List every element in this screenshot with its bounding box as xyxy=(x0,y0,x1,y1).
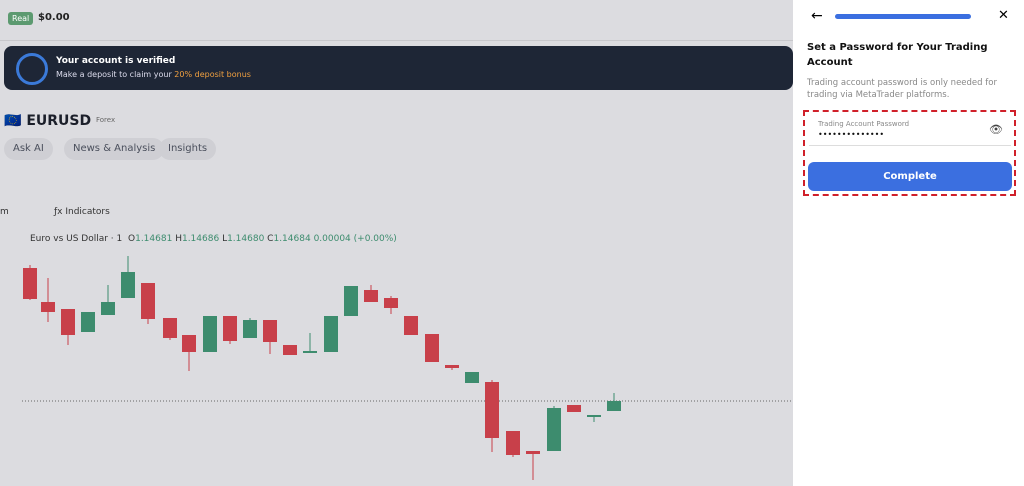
legend-value: 1.14684 xyxy=(273,234,311,244)
chart-legend: Euro vs US Dollar · 1 O1.14681 H1.14686 … xyxy=(30,234,397,244)
toggle-visibility[interactable]: 👁 xyxy=(989,123,1003,136)
progress-ring xyxy=(16,53,48,85)
highlight-box xyxy=(803,110,1016,196)
legend-key: O xyxy=(128,234,136,244)
password-field[interactable]: Trading Account Password •••••••••••••• … xyxy=(809,117,1011,146)
symbol: EURUSD xyxy=(26,113,92,129)
candle xyxy=(547,408,561,451)
tab[interactable]: News & Analysis xyxy=(64,138,165,160)
legend-key: H xyxy=(175,234,182,244)
field-value[interactable]: •••••••••••••• xyxy=(818,130,885,139)
candle xyxy=(485,382,499,438)
legend-value: 1.14680 xyxy=(227,234,265,244)
candle xyxy=(223,316,237,341)
indicators[interactable]: Indicators xyxy=(65,207,110,217)
candle xyxy=(243,320,257,338)
candle xyxy=(587,415,601,417)
candle xyxy=(506,431,520,455)
banner-text: Make a deposit to claim your xyxy=(56,70,172,79)
complete-button[interactable]: Complete xyxy=(808,162,1012,191)
banner-text: Make a deposit to claim your 20% deposit… xyxy=(56,70,251,79)
candle xyxy=(445,365,459,368)
back-button[interactable]: ← xyxy=(811,8,823,24)
candle xyxy=(526,451,540,454)
candle xyxy=(101,302,115,315)
legend-value: 1.14681 xyxy=(135,234,173,244)
candle xyxy=(61,309,75,335)
balance[interactable]: $0.00 xyxy=(38,12,70,23)
candle xyxy=(404,316,418,335)
candle xyxy=(41,302,55,312)
indicators[interactable]: ƒx Indicators xyxy=(54,207,110,217)
candle xyxy=(344,286,358,316)
candle xyxy=(607,401,621,411)
candle xyxy=(23,268,37,299)
close-button[interactable]: ✕ xyxy=(998,8,1009,23)
candle xyxy=(303,351,317,353)
account-badge[interactable]: Real xyxy=(8,12,34,25)
panel-title: Set a Password for Your Trading Account xyxy=(807,42,988,68)
candle xyxy=(425,334,439,362)
symbol: 🇪🇺 EURUSD xyxy=(4,113,92,129)
bonus-link[interactable]: 20% deposit bonus xyxy=(174,70,251,79)
tab[interactable]: Ask AI xyxy=(4,138,53,160)
candle xyxy=(567,405,581,412)
candle xyxy=(81,312,95,332)
legend-value: 1.14686 xyxy=(181,234,220,244)
candle xyxy=(203,316,217,352)
legend-change: 0.00004 (+0.00%) xyxy=(313,234,397,244)
candle xyxy=(263,320,277,342)
legend-key: C xyxy=(267,234,274,244)
panel-description: Trading account password is only needed … xyxy=(807,78,997,100)
candle xyxy=(384,298,398,308)
market: Forex xyxy=(96,116,116,124)
legend-name: Euro vs US Dollar · 1 xyxy=(30,234,123,244)
side-panel: ← ✕ Set a Password for Your Trading Acco… xyxy=(793,0,1024,486)
candle xyxy=(364,290,378,302)
legend-key: L xyxy=(222,234,228,244)
candle xyxy=(465,372,479,383)
tab[interactable]: Insights xyxy=(159,138,217,160)
candle xyxy=(283,345,297,355)
candle xyxy=(121,272,135,298)
candle xyxy=(141,283,155,319)
interval[interactable]: m xyxy=(0,207,9,217)
field-label: Trading Account Password xyxy=(818,120,910,128)
candle xyxy=(324,316,338,352)
banner: Your account is verified Make a deposit … xyxy=(4,46,793,90)
divider xyxy=(0,40,793,41)
candle xyxy=(182,335,196,352)
progress-bar xyxy=(835,14,971,19)
candle xyxy=(163,318,177,338)
price-chart xyxy=(22,256,793,480)
banner-title: Your account is verified xyxy=(56,56,176,66)
